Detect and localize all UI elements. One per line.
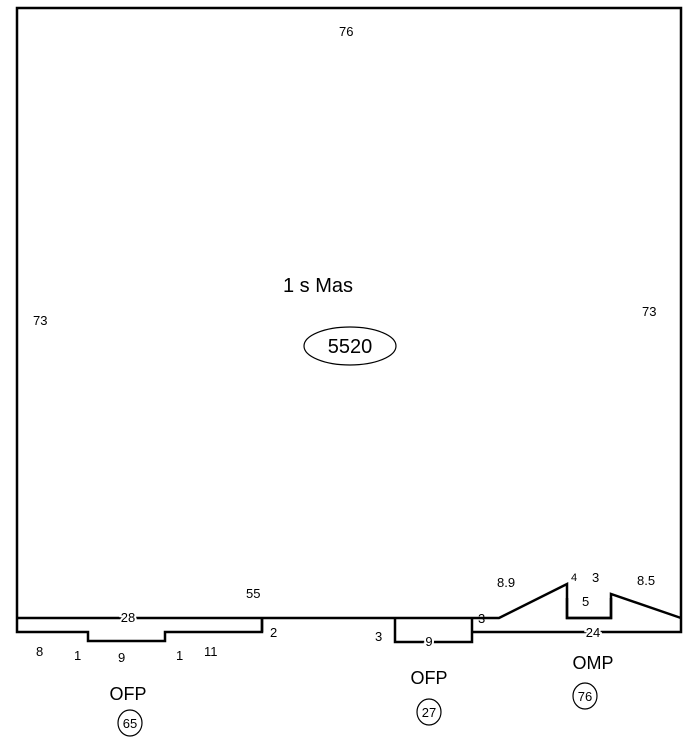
dim-porch-left-step-right: 1 — [176, 648, 183, 663]
dim-porch-right-bottom: 24 — [586, 625, 600, 640]
porch-middle-label: OFP — [410, 668, 447, 688]
porch-right-notch — [565, 598, 613, 620]
porch-left-label: OFP — [109, 684, 146, 704]
main-area-label: 1 s Mas — [283, 275, 353, 297]
porch-right-label: OMP — [572, 653, 613, 673]
porch-left-outline — [15, 618, 264, 643]
porch-left-area: 65 — [123, 716, 137, 731]
dim-porch-left-right: 11 — [204, 644, 218, 659]
dim-porch-right-diag-left: 8.9 — [497, 575, 515, 590]
main-area-area-oval — [303, 326, 397, 366]
dim-main-bottom-right: 55 — [246, 586, 260, 601]
porch-left-area-circle — [117, 709, 143, 737]
dim-porch-left-top: 28 — [121, 610, 135, 625]
dim-porch-middle-left: 3 — [375, 629, 382, 644]
dim-porch-right-diag-right: 8.5 — [637, 573, 655, 588]
porch-right-area-circle — [572, 682, 598, 710]
dim-porch-middle-right: 3 — [478, 611, 485, 626]
main-area-area: 5520 — [328, 336, 373, 358]
dim-main-right: 73 — [642, 304, 656, 319]
dim-porch-middle-bottom: 9 — [425, 634, 432, 649]
dim-porch-left-side: 2 — [270, 625, 277, 640]
main-area-outline — [15, 6, 683, 618]
porch-right-outline — [472, 618, 683, 634]
dim-porch-left-notch: 9 — [118, 650, 125, 665]
porch-middle-area: 27 — [422, 705, 436, 720]
porch-middle-outline — [393, 618, 474, 644]
porch-right-area: 76 — [578, 689, 592, 704]
dim-porch-left-step-left: 1 — [74, 648, 81, 663]
porch-middle-area-circle — [416, 698, 442, 726]
dim-porch-right-notch-right: 3 — [592, 570, 599, 585]
dim-porch-left-left: 8 — [36, 644, 43, 659]
dim-porch-right-notch-depth: 5 — [582, 594, 589, 609]
dim-porch-right-notch-left: 4 — [571, 572, 577, 584]
dim-main-top: 76 — [339, 24, 353, 39]
dim-main-left: 73 — [33, 313, 47, 328]
